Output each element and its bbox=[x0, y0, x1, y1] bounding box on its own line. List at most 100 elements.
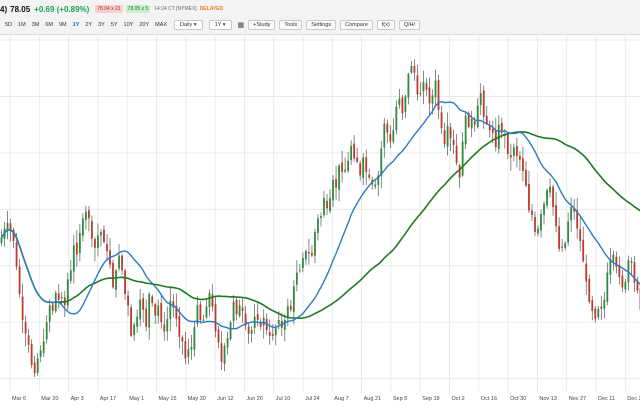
candle-down bbox=[259, 322, 262, 327]
toolbar-button-1[interactable]: Tools bbox=[279, 19, 303, 30]
candle-down bbox=[582, 239, 585, 262]
period-5y[interactable]: 5Y bbox=[110, 21, 118, 28]
candle-up bbox=[609, 259, 612, 275]
x-tick-label: Oct 16 bbox=[481, 396, 497, 402]
calendar-icon[interactable]: ▦ bbox=[237, 21, 245, 29]
candle-down bbox=[160, 303, 163, 323]
candle-down bbox=[561, 246, 564, 248]
candle-up bbox=[115, 270, 117, 290]
candle-up bbox=[570, 207, 573, 221]
candle-down bbox=[57, 293, 60, 300]
interval-value: Daily bbox=[180, 21, 193, 28]
candle-down bbox=[75, 242, 78, 255]
period-9m[interactable]: 9M bbox=[58, 21, 67, 28]
candle-up bbox=[612, 254, 615, 262]
candle-down bbox=[127, 295, 129, 306]
toolbar-button-2[interactable]: Settings bbox=[306, 19, 337, 30]
candle-down bbox=[244, 313, 247, 326]
candle-down bbox=[534, 216, 536, 232]
candle-up bbox=[395, 106, 398, 131]
candle-down bbox=[437, 80, 440, 110]
candle-up bbox=[546, 190, 548, 206]
candle-down bbox=[455, 145, 458, 164]
symbol-fragment: 4) bbox=[0, 4, 8, 14]
x-tick-label: May 1 bbox=[129, 396, 144, 402]
x-tick-label: Jun 12 bbox=[217, 396, 234, 402]
toolbar-button-0[interactable]: +Study bbox=[248, 19, 276, 30]
candle-up bbox=[78, 233, 81, 254]
toolbar-button-4[interactable]: f(x) bbox=[376, 19, 395, 30]
candle-up bbox=[407, 73, 410, 98]
candlestick-series bbox=[0, 59, 640, 378]
candle-up bbox=[262, 317, 265, 326]
candle-up bbox=[97, 235, 99, 248]
candle-down bbox=[413, 65, 416, 73]
candle-up bbox=[362, 157, 365, 178]
candle-up bbox=[374, 184, 377, 187]
candle-up bbox=[606, 272, 609, 302]
candle-down bbox=[130, 307, 133, 336]
candle-down bbox=[552, 186, 554, 208]
candle-down bbox=[525, 169, 527, 186]
candle-up bbox=[630, 261, 633, 263]
candle-up bbox=[404, 96, 407, 112]
period-5d[interactable]: 5D bbox=[5, 21, 13, 28]
period-2y[interactable]: 2Y bbox=[85, 21, 93, 28]
candle-down bbox=[106, 244, 108, 252]
period-20y[interactable]: 20Y bbox=[139, 21, 150, 28]
candle-down bbox=[588, 278, 591, 302]
candle-up bbox=[118, 255, 120, 269]
candle-up bbox=[332, 180, 334, 201]
price-chart[interactable]: Mar 6 Mar 20 Apr 3 Apr 17 May 1 May 15 May 30 J… bbox=[0, 34, 640, 407]
toolbar-button-3[interactable]: Compare bbox=[340, 19, 373, 30]
candle-up bbox=[169, 300, 172, 320]
candle-down bbox=[30, 343, 33, 366]
x-tick-label: May 15 bbox=[159, 396, 177, 402]
period-3y[interactable]: 3Y bbox=[98, 21, 105, 28]
candle-up bbox=[81, 218, 84, 236]
period-max[interactable]: MAX bbox=[155, 21, 168, 28]
candle-down bbox=[145, 308, 148, 327]
period-3m[interactable]: 3M bbox=[31, 21, 40, 28]
toolbar-button-5[interactable]: Q/H/ bbox=[398, 19, 421, 30]
candle-down bbox=[256, 314, 259, 320]
candle-up bbox=[148, 294, 151, 328]
period-10y[interactable]: 10Y bbox=[123, 21, 134, 28]
candle-down bbox=[522, 158, 524, 171]
x-tick-label: Oct 30 bbox=[510, 396, 526, 402]
candle-up bbox=[476, 105, 479, 127]
candle-down bbox=[326, 200, 328, 209]
candle-down bbox=[271, 334, 274, 336]
candle-up bbox=[512, 147, 515, 156]
candle-up bbox=[190, 347, 193, 350]
candle-up bbox=[603, 299, 606, 309]
candle-down bbox=[458, 165, 461, 178]
chart-type-dropdown[interactable]: 1Y ▾ bbox=[208, 19, 232, 30]
candle-down bbox=[202, 319, 205, 321]
candle-up bbox=[567, 221, 570, 243]
candle-down bbox=[184, 341, 187, 359]
period-selector: 5D 1M 3M 6M 9M 1Y 2Y 3Y 5Y 10Y 20Y MAX bbox=[0, 21, 168, 29]
candle-down bbox=[579, 229, 582, 241]
candle-down bbox=[621, 275, 624, 288]
candle-down bbox=[531, 210, 533, 215]
candle-down bbox=[163, 324, 166, 332]
interval-dropdown[interactable]: Daily ▾ bbox=[174, 19, 203, 30]
candle-down bbox=[15, 242, 18, 267]
x-axis: Mar 6 Mar 20 Apr 3 Apr 17 May 1 May 15 May 30 J… bbox=[12, 396, 640, 402]
candle-down bbox=[491, 128, 494, 133]
candle-down bbox=[151, 296, 154, 304]
candle-down bbox=[506, 133, 509, 155]
candle-up bbox=[36, 358, 39, 373]
candle-up bbox=[72, 245, 75, 272]
candle-down bbox=[27, 335, 30, 345]
candle-up bbox=[250, 330, 253, 334]
x-tick-label: Nov 13 bbox=[539, 396, 556, 402]
candle-up bbox=[232, 301, 235, 321]
candle-up bbox=[323, 198, 325, 216]
period-6m[interactable]: 6M bbox=[45, 21, 53, 28]
period-1y[interactable]: 1Y bbox=[72, 21, 80, 28]
x-tick-label: May 30 bbox=[188, 396, 206, 402]
period-1m[interactable]: 1M bbox=[18, 21, 26, 28]
candle-up bbox=[422, 81, 425, 92]
